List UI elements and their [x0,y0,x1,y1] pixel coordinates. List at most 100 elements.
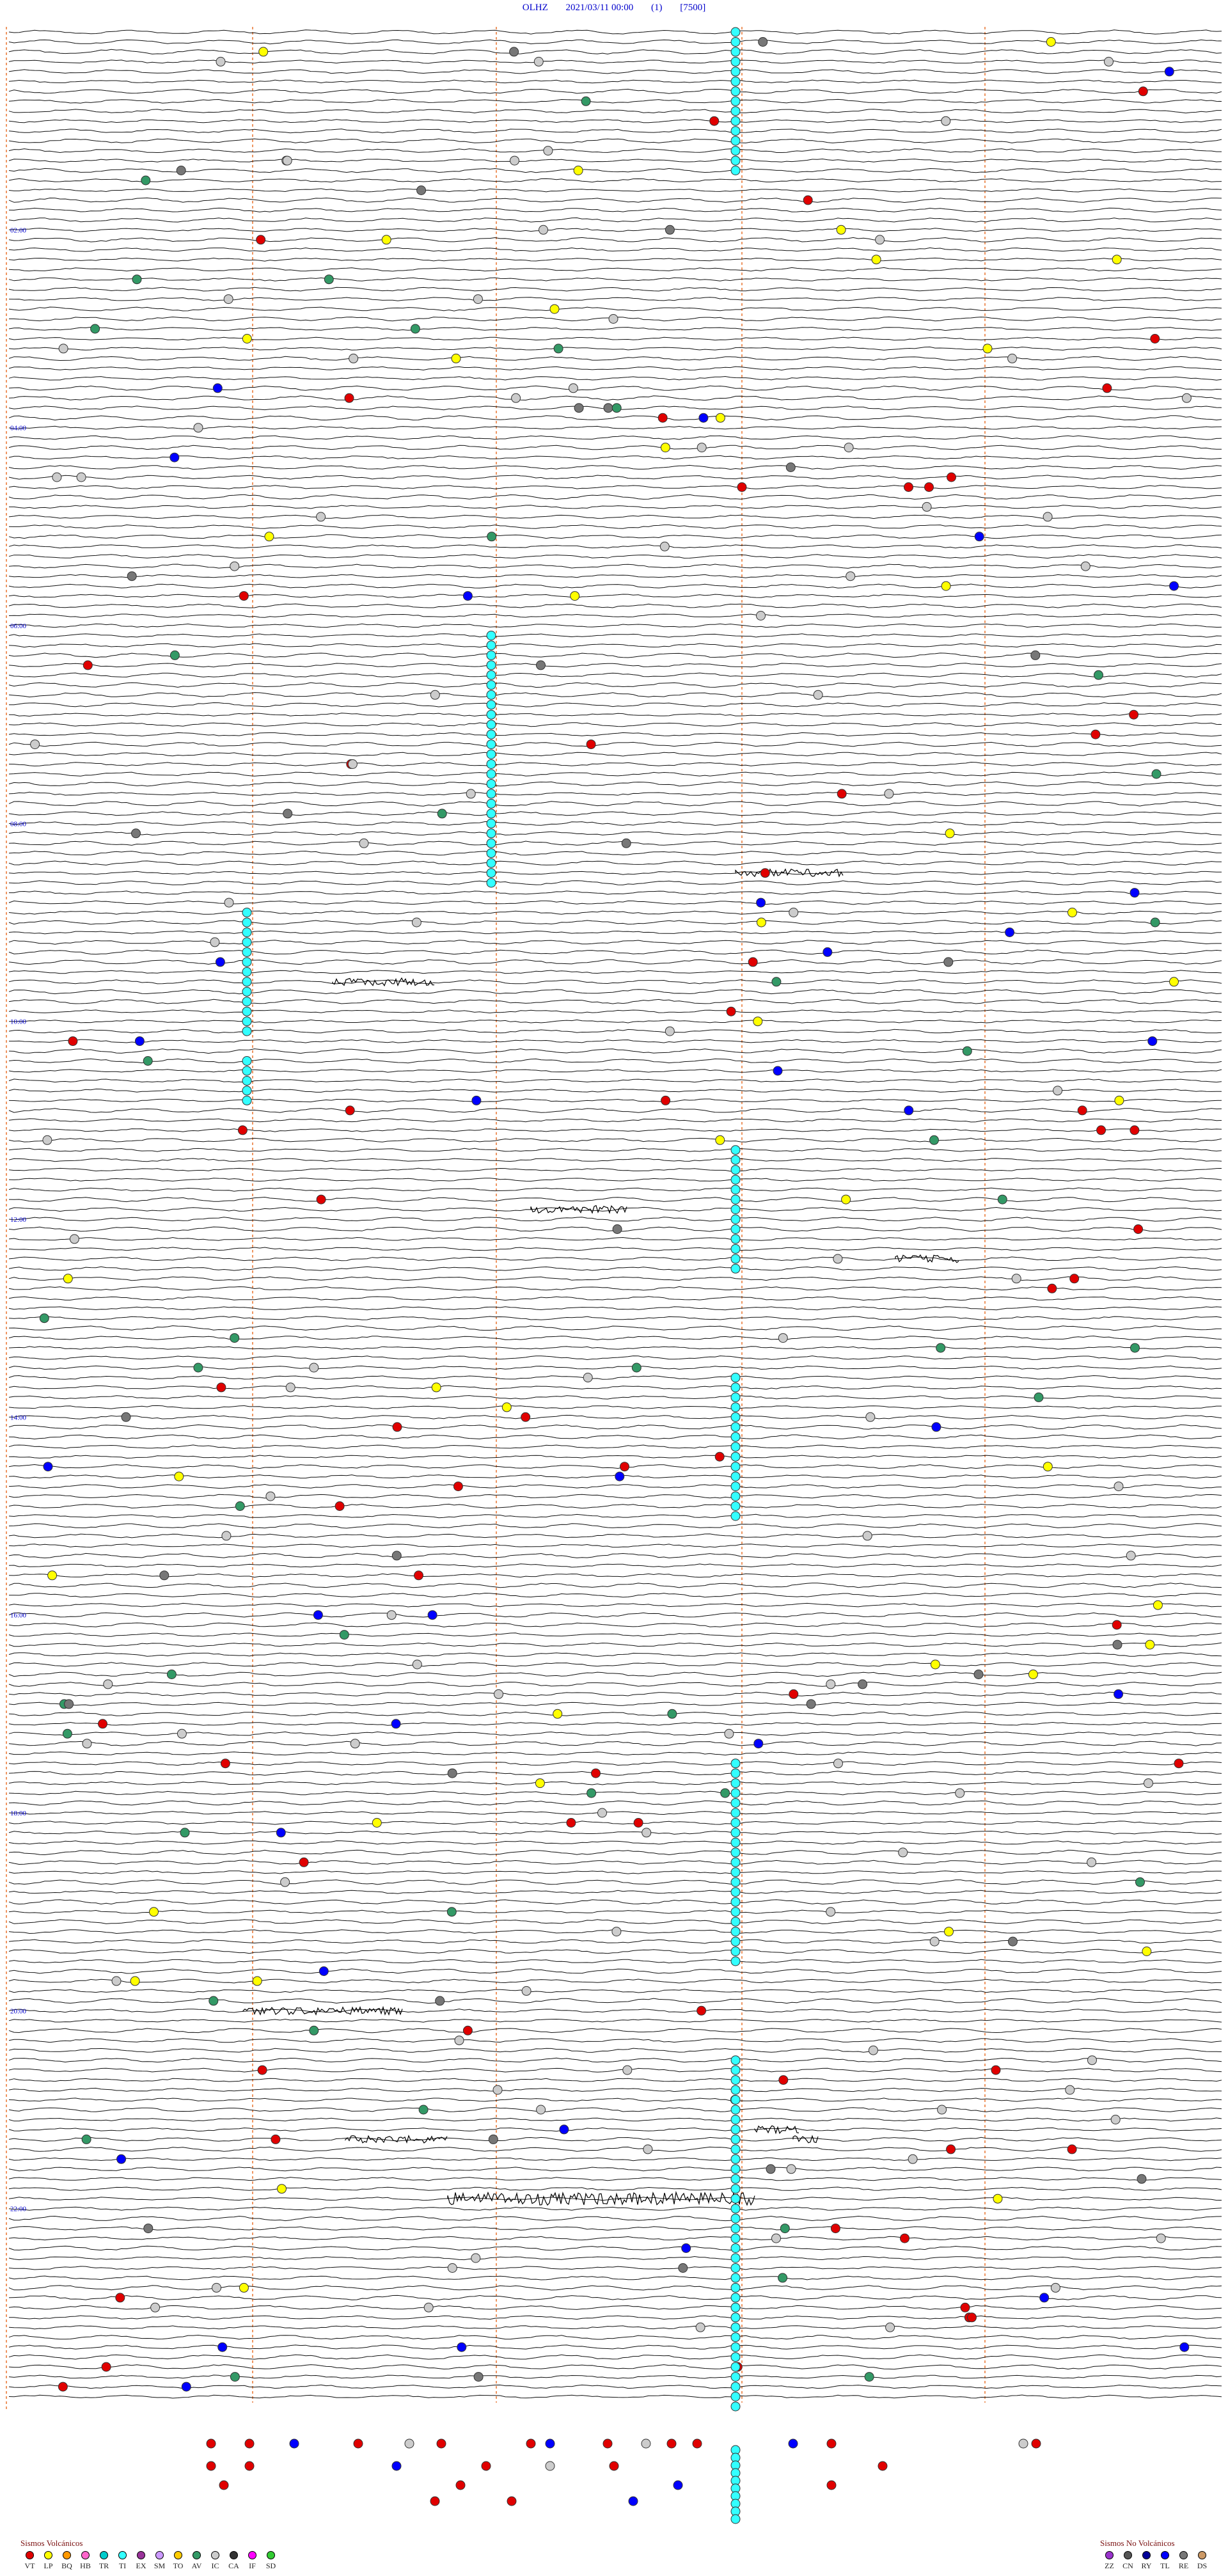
event-dot-86 [756,611,766,620]
trace-row-160 [8,1602,1222,1608]
event-dot-277 [1065,2085,1075,2095]
trace-row-74 [8,752,1222,757]
trace-row-134 [8,1346,1222,1350]
trace-row-119 [8,1196,1222,1203]
trace-row-148 [8,1483,1222,1489]
event-dot-163 [1130,1343,1140,1353]
trace-row-172 [8,1721,1222,1726]
event-dot-327 [473,2372,484,2382]
trace-row-6 [8,79,1222,84]
ti-event-8-208 [730,2085,741,2095]
trace-row-10 [8,119,1222,123]
ti-event-1-0 [730,27,741,37]
event-dot-182 [43,1462,53,1472]
summary-dot-2-0 [219,2480,229,2490]
ti-event-6-141 [730,1422,741,1432]
trace-row-67 [8,682,1222,688]
event-dot-228 [82,1739,92,1749]
event-dot-155 [833,1254,843,1264]
event-dot-149 [841,1194,851,1205]
event-dot-127 [726,1006,736,1016]
ti-event-2-73 [486,749,496,759]
ti-event-2-81 [486,828,496,839]
trace-row-11 [8,129,1222,134]
legend-volcanic-code-hb: HB [80,2561,91,2570]
legend-volcanic-code-bq: BQ [61,2561,72,2570]
trace-row-21 [8,228,1222,232]
event-dot-185 [453,1482,463,1492]
event-dot-34 [549,304,560,314]
trace-row-144 [8,1444,1222,1450]
event-dot-266 [697,2005,707,2016]
event-dot-139 [1114,1095,1124,1105]
event-dot-279 [937,2105,947,2115]
ti-event-7-176 [730,1768,741,1778]
legend-volcanic-dot-to [174,2551,182,2559]
event-dot-200 [313,1610,323,1620]
trace-row-27 [8,287,1222,292]
summary-dot-0-12 [788,2438,798,2449]
event-dot-101 [884,789,894,799]
event-dot-324 [101,2362,111,2372]
ti-event-4-106 [242,1076,252,1086]
time-label-2000: 20:00 [10,2007,27,2015]
event-dot-171 [431,1382,441,1393]
event-dot-224 [724,1728,734,1739]
event-dot-108 [359,838,369,848]
event-dot-309 [212,2282,221,2293]
event-dot-45 [1007,353,1018,363]
event-dot-30 [324,274,334,285]
time-label-1600: 16:00 [10,1612,27,1620]
event-dot-53 [611,403,622,413]
ti-event-5-116 [730,1174,741,1185]
time-label-0400: 04:00 [10,425,27,432]
trace-row-126 [8,1266,1222,1271]
ti-event-5-124 [730,1254,741,1264]
event-dot-221 [98,1719,107,1729]
trace-row-224 [8,2236,1222,2241]
event-dot-242 [372,1818,382,1828]
ti-event-8-209 [730,2095,741,2105]
event-dot-42 [553,344,563,354]
event-dot-311 [1039,2293,1050,2303]
trace-row-31 [8,326,1222,331]
event-dot-211 [103,1679,113,1689]
legend-volcanic-dot-ti [118,2551,127,2559]
trace-row-26 [8,277,1222,281]
trace-row-175 [8,1751,1222,1756]
seismic-burst-5 [242,2005,403,2016]
event-dot-212 [858,1679,868,1689]
summary-dot-0-5 [436,2438,446,2449]
trace-row-152 [8,1523,1222,1529]
time-label-0800: 08:00 [10,820,27,828]
event-dot-138 [661,1095,671,1105]
trace-row-212 [8,2117,1222,2122]
trace-row-213 [8,2127,1222,2132]
trace-row-56 [8,574,1222,578]
ti-event-8-205 [730,2055,741,2066]
event-dot-203 [1112,1640,1122,1650]
legend-nonvolcanic-item-tl: TL [1156,2551,1174,2571]
event-dot-141 [904,1105,914,1116]
event-dot-281 [418,2105,429,2115]
event-dot-181 [1043,1462,1053,1472]
trace-row-157 [8,1573,1222,1578]
trace-row-151 [8,1513,1222,1519]
legend-volcanic-item-av: AV [187,2551,206,2571]
event-dot-168 [583,1373,593,1382]
event-dot-312 [115,2293,125,2303]
event-dot-129 [665,1026,675,1036]
event-dot-142 [1077,1105,1087,1116]
ti-event-1-3 [730,56,741,67]
event-dot-76 [659,541,670,551]
event-dot-113 [224,897,234,908]
event-dot-179 [714,1451,725,1462]
ti-event-6-149 [730,1501,741,1511]
event-dot-208 [1028,1670,1038,1679]
legend-nonvolcanic-code-ry: RY [1141,2561,1152,2570]
event-dot-67 [924,482,934,492]
time-label-1400: 14:00 [10,1414,27,1421]
legend-volcanic-dot-ex [137,2551,145,2559]
event-dot-292 [766,2164,776,2174]
event-dot-148 [42,1135,52,1145]
